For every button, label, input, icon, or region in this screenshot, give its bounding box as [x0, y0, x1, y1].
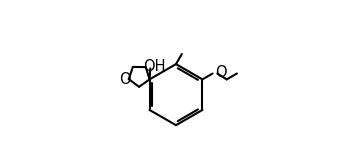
Text: O: O — [119, 72, 131, 87]
Text: OH: OH — [143, 59, 165, 74]
Text: O: O — [215, 65, 227, 80]
